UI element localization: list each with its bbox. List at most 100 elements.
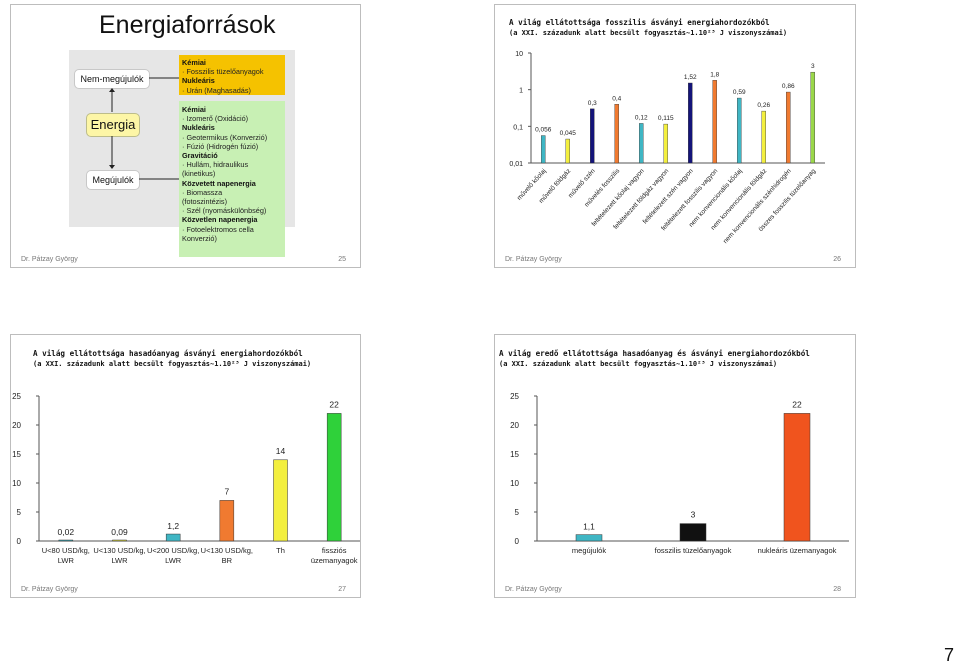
slide-author: Dr. Pátzay György <box>505 256 562 263</box>
bar <box>663 123 668 164</box>
category-label: nukleáris üzemanyagok <box>758 546 837 555</box>
bar <box>112 539 127 542</box>
bar-value-label: 0,115 <box>658 115 674 122</box>
category-label: fosszilis tüzelőanyagok <box>655 546 732 555</box>
bar <box>761 110 766 164</box>
bar-value-label: 1,8 <box>710 71 719 78</box>
box-line: · Fúzió (Hidrogén fúzió) <box>182 141 259 151</box>
slide-author: Dr. Pátzay György <box>505 586 562 593</box>
box-line: Nukleáris <box>182 123 215 133</box>
box-line: Kémiai <box>182 105 206 114</box>
category-label: megújulók <box>572 546 606 555</box>
slide-author: Dr. Pátzay György <box>21 586 78 593</box>
y-tick-label: 5 <box>17 508 22 517</box>
slide-number: 25 <box>338 256 346 263</box>
bar <box>783 413 811 542</box>
title-line: A világ ellátottsága hasadóanyag ásványi… <box>33 349 303 358</box>
box-line: · Fosszilis tüzelőanyagok <box>182 67 264 77</box>
non-renewable-sources-box: Kémiai · Fosszilis tüzelőanyagok Nukleár… <box>179 55 285 95</box>
box-line: · Izomerő (Oxidáció) <box>182 114 249 124</box>
bar-value-label: 0,86 <box>782 83 795 90</box>
title-subline: (a XXI. századunk alatt becsült fogyaszt… <box>509 29 788 37</box>
category-label: fissziós <box>322 546 347 555</box>
bar-value-label: 3 <box>811 63 815 70</box>
bar-value-label: 0,59 <box>733 89 746 96</box>
slide-title: A világ eredő ellátottsága hasadóanyag é… <box>499 349 810 369</box>
bar <box>541 135 546 164</box>
box-line: Közvetett napenergia <box>182 178 256 188</box>
category-label: BR <box>222 556 233 565</box>
y-tick-label: 25 <box>510 392 519 401</box>
box-line: · Fotoelektromos cella <box>182 224 254 234</box>
slide-number: 27 <box>338 586 346 593</box>
category-label: Th <box>276 546 285 555</box>
title-line: A világ eredő ellátottsága hasadóanyag é… <box>499 349 810 358</box>
bar <box>565 138 570 164</box>
bar-value-label: 0,12 <box>635 114 648 121</box>
y-tick-label: 5 <box>515 508 520 517</box>
y-tick-label: 20 <box>510 421 519 430</box>
box-line: (fotoszintézis) <box>182 197 228 207</box>
y-tick-label: 0 <box>17 537 22 546</box>
box-line: (kinetikus) <box>182 169 216 179</box>
category-label: U<200 USD/kg, <box>147 546 199 555</box>
title-subline: (a XXI. századunk alatt becsült fogyaszt… <box>33 360 312 368</box>
bar <box>165 533 181 542</box>
bar <box>712 80 717 164</box>
slide-27: A világ ellátottsága hasadóanyag ásványi… <box>10 334 361 598</box>
bar-value-label: 1,52 <box>684 74 697 81</box>
bar-value-label: 14 <box>276 446 286 456</box>
y-tick-label: 0,01 <box>509 161 523 168</box>
slide-title: Energiaforrások <box>99 11 276 39</box>
renewable-sources-box: Kémiai · Izomerő (Oxidáció) Nukleáris · … <box>179 101 285 257</box>
bar-value-label: 0,4 <box>612 95 621 102</box>
y-tick-label: 15 <box>12 450 21 459</box>
box-line: Kémiai <box>182 58 206 67</box>
bar-value-label: 0,3 <box>588 100 597 107</box>
box-line: · Hullám, hidraulikus <box>182 160 249 170</box>
bar <box>58 539 74 542</box>
slide-26: A világ ellátottsága fosszilis ásványi e… <box>494 4 856 268</box>
slide-title: A világ ellátottsága fosszilis ásványi e… <box>509 18 787 38</box>
box-line: Gravitáció <box>182 151 218 161</box>
slide-25: Energiaforrások Nem-megújulók Energia Me… <box>10 4 361 268</box>
bar <box>590 108 595 164</box>
category-label: üzemanyagok <box>311 556 358 565</box>
bar-value-label: 1,1 <box>583 522 595 532</box>
combined-chart: 25 20 15 10 5 0 1,1 megújulók 3 fosszilis tüzelőa… <box>510 392 849 555</box>
energy-node: Energia <box>86 113 140 137</box>
bar-value-label: 0,045 <box>560 130 577 137</box>
bar <box>737 97 742 164</box>
slide-author: Dr. Pátzay György <box>21 256 78 263</box>
bar-value-label: 0,02 <box>58 527 75 537</box>
y-tick-label: 0,1 <box>513 124 523 131</box>
category-label: U<80 USD/kg, <box>42 546 90 555</box>
slide-number: 28 <box>833 586 841 593</box>
box-line: · Biomassza <box>182 187 223 197</box>
bar-value-label: 1,2 <box>167 521 179 531</box>
box-line: · Szél (nyomáskülönbség) <box>182 206 267 216</box>
box-line: Konverzió) <box>182 233 217 243</box>
box-line: Közvetlen napenergia <box>182 215 258 225</box>
box-line: Nukleáris <box>182 76 215 86</box>
bar-value-label: 22 <box>329 399 339 409</box>
category-label: U<130 USD/kg, <box>201 546 253 555</box>
slide-title: A világ ellátottsága hasadóanyag ásványi… <box>33 349 311 369</box>
category-label: LWR <box>165 556 182 565</box>
category-label: LWR <box>58 556 75 565</box>
y-tick-label: 0 <box>515 537 520 546</box>
box-line: · Geotermikus (Konverzió) <box>182 132 268 142</box>
category-label: U<130 USD/kg, <box>93 546 145 555</box>
bar-value-label: 22 <box>792 399 802 409</box>
bar <box>219 500 235 542</box>
bar-value-label: 3 <box>691 510 696 520</box>
bar <box>786 91 791 164</box>
bar-value-label: 0,056 <box>535 127 552 134</box>
page-number: 7 <box>943 645 954 665</box>
y-tick-label: 10 <box>12 479 21 488</box>
bar <box>810 71 815 164</box>
bar-value-label: 0,26 <box>757 102 770 109</box>
bar <box>273 459 288 542</box>
y-tick-label: 10 <box>510 479 519 488</box>
